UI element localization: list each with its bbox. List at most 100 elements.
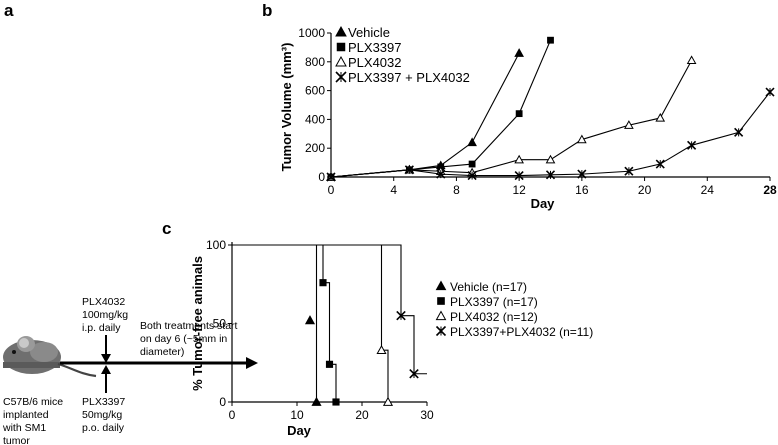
- c-data-point: [311, 396, 322, 406]
- c-series-plx3397-plx4032-n-11: [232, 244, 427, 379]
- b-data-point: [545, 170, 556, 180]
- b-data-point: [687, 140, 697, 150]
- b-y-axis-title: Tumor Volume (mm³): [279, 43, 294, 172]
- b-legend-label: PLX3397 + PLX4032: [348, 70, 470, 85]
- b-legend-marker: [335, 71, 347, 83]
- c-legend-entry: Vehicle (n=17): [435, 280, 527, 294]
- b-data-point: [655, 159, 665, 169]
- c-legend-label: PLX3397 (n=17): [450, 295, 538, 309]
- c-data-point: [332, 398, 340, 406]
- plx4032-note: PLX4032 100mg/kg i.p. daily: [82, 296, 131, 334]
- c-legend-marker: [437, 297, 445, 305]
- b-x-axis-title: Day: [531, 196, 556, 211]
- c-legend-label: Vehicle (n=17): [450, 280, 527, 294]
- b-y-tick-label: 600: [305, 84, 325, 98]
- b-data-point: [577, 169, 587, 179]
- b-data-point: [514, 170, 524, 181]
- b-data-point: [467, 170, 477, 181]
- b-data-point: [468, 160, 476, 168]
- b-data-point: [624, 166, 634, 176]
- panel-a: a PLX4032 100mg/kg i.p. daily PLX3397 50…: [2, 1, 258, 445]
- b-legend-entry: PLX3397 + PLX4032: [335, 70, 470, 85]
- c-legend-marker: [435, 280, 447, 291]
- b-x-tick-label: 0: [328, 183, 335, 197]
- b-data-point: [514, 154, 524, 164]
- panel-a-letter: a: [4, 1, 14, 20]
- c-data-point: [376, 344, 387, 355]
- b-data-point: [686, 55, 697, 65]
- c-legend-label: PLX4032 (n=12): [450, 310, 538, 324]
- c-data-point: [409, 368, 419, 379]
- c-legend-marker: [435, 325, 447, 337]
- c-data-point: [396, 310, 406, 321]
- b-series-line: [330, 91, 771, 178]
- b-x-tick-label: 8: [453, 183, 460, 197]
- c-step-line: [232, 244, 427, 403]
- c-legend-label: PLX3397+PLX4032 (n=11): [450, 325, 593, 339]
- b-data-point: [404, 165, 414, 175]
- timeline-arrowhead: [246, 357, 258, 369]
- mouse-note: C57B/6 mice implanted with SM1 tumor: [2, 396, 66, 445]
- c-x-axis-title: Day: [287, 423, 312, 438]
- panel-b-chart: b 0 4 8 12 16 20 24 28 0 200 400 600 800 1000 Day Tumor…: [262, 1, 777, 211]
- b-x-tick-label: 4: [390, 183, 397, 197]
- c-data-point: [304, 315, 316, 325]
- c-y-tick-label: 0: [219, 395, 226, 409]
- panel-c-chart: c 0 10 20 30 0 50 100 Day % Tumor-free animals V…: [162, 219, 593, 438]
- b-legend-entry: Vehicle: [335, 25, 390, 40]
- b-x-tick-label: 16: [575, 183, 589, 197]
- c-data-point: [325, 360, 334, 368]
- c-x-tick-label: 20: [355, 408, 369, 422]
- b-data-point: [624, 120, 634, 129]
- treatment-note: Both treatments start on day 6 (~5mm in …: [140, 320, 240, 358]
- c-y-tick-label: 50: [213, 317, 227, 331]
- b-data-point: [467, 137, 477, 147]
- panel-c-letter: c: [162, 219, 171, 238]
- c-legend-entry: PLX3397+PLX4032 (n=11): [435, 325, 593, 339]
- b-legend-entry: PLX4032: [335, 55, 402, 70]
- b-data-point: [765, 87, 775, 97]
- b-x-tick-label: 20: [638, 183, 652, 197]
- b-y-tick-label: 400: [305, 112, 325, 126]
- b-legend-label: PLX3397: [348, 40, 402, 55]
- c-step-line: [232, 244, 427, 375]
- b-legend-entry: PLX3397: [336, 40, 402, 55]
- b-series-line: [330, 60, 693, 178]
- b-data-point: [514, 48, 524, 57]
- b-data-point: [577, 134, 587, 144]
- b-series-plx3397-plx4032: [326, 87, 775, 182]
- c-legend-entry: PLX4032 (n=12): [435, 310, 538, 324]
- c-y-tick-label: 100: [206, 238, 226, 252]
- b-y-tick-label: 0: [318, 170, 325, 184]
- plx3397-note: PLX3397 50mg/kg p.o. daily: [82, 396, 128, 434]
- c-y-axis-title: % Tumor-free animals: [190, 256, 205, 391]
- c-legend-entry: PLX3397 (n=17): [437, 295, 538, 309]
- b-x-tick-label: 12: [512, 183, 526, 197]
- b-y-tick-label: 1000: [298, 26, 325, 40]
- b-y-tick-label: 200: [305, 141, 325, 155]
- b-data-point: [515, 110, 523, 118]
- c-legend-marker: [435, 310, 447, 321]
- b-data-point: [436, 169, 446, 179]
- b-data-point: [734, 127, 744, 137]
- b-legend-marker: [335, 55, 347, 67]
- b-legend-label: Vehicle: [348, 25, 390, 40]
- b-data-point: [545, 154, 556, 164]
- b-y-tick-label: 800: [305, 55, 325, 69]
- c-x-tick-label: 0: [229, 408, 236, 422]
- b-data-point: [655, 112, 666, 122]
- b-x-tick-label: 24: [701, 183, 715, 197]
- c-x-tick-label: 10: [290, 408, 304, 422]
- b-x-tick-label: 28: [763, 183, 777, 197]
- b-data-point: [547, 36, 554, 44]
- b-data-point: [326, 172, 336, 182]
- b-legend-marker: [335, 25, 347, 37]
- b-legend-label: PLX4032: [348, 55, 402, 70]
- mouse-icon: [3, 336, 97, 378]
- c-x-tick-label: 30: [420, 408, 434, 422]
- b-legend-marker: [336, 42, 346, 52]
- c-series-plx3397-n-17: [232, 244, 427, 406]
- panel-b-letter: b: [262, 1, 272, 20]
- c-data-point: [382, 396, 394, 406]
